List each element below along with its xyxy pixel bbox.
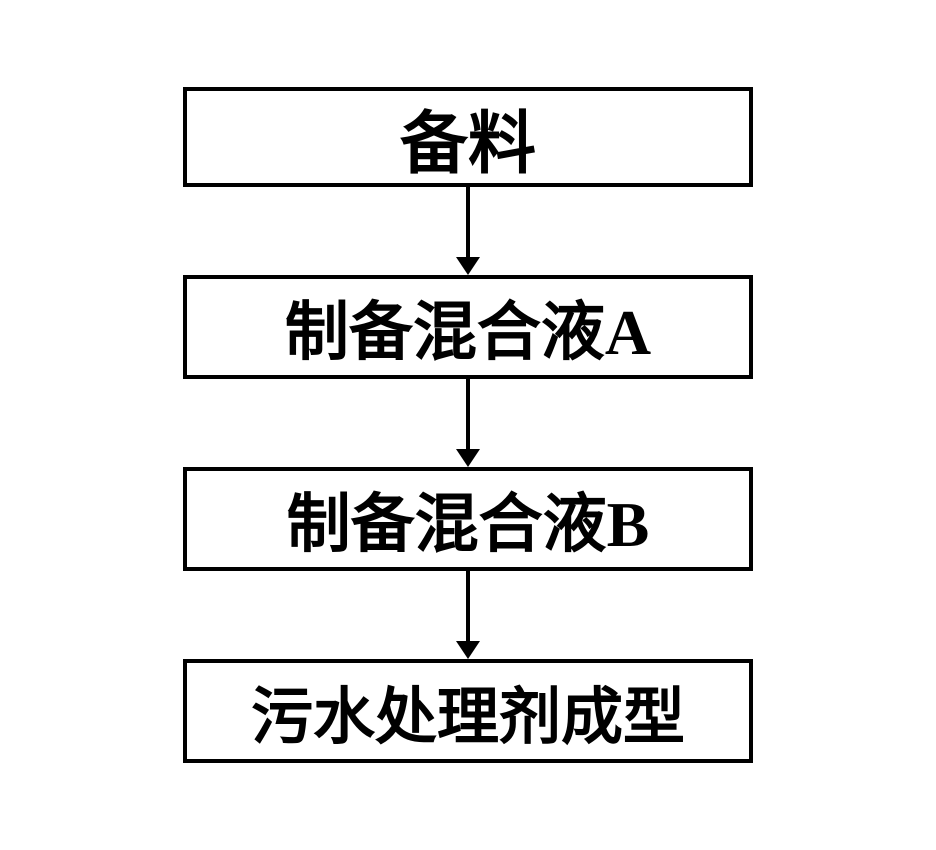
arrow-1 — [456, 187, 480, 275]
arrow-line-3 — [466, 571, 470, 641]
flowchart-node-3: 制备混合液B — [183, 467, 753, 571]
flowchart-node-4: 污水处理剂成型 — [183, 659, 753, 763]
arrow-head-2 — [456, 449, 480, 467]
flowchart-node-2: 制备混合液A — [183, 275, 753, 379]
arrow-head-1 — [456, 257, 480, 275]
arrow-head-3 — [456, 641, 480, 659]
flowchart-node-1: 备料 — [183, 87, 753, 187]
arrow-2 — [456, 379, 480, 467]
arrow-3 — [456, 571, 480, 659]
flowchart-container: 备料 制备混合液A 制备混合液B 污水处理剂成型 — [183, 87, 753, 763]
arrow-line-1 — [466, 187, 470, 257]
arrow-line-2 — [466, 379, 470, 449]
